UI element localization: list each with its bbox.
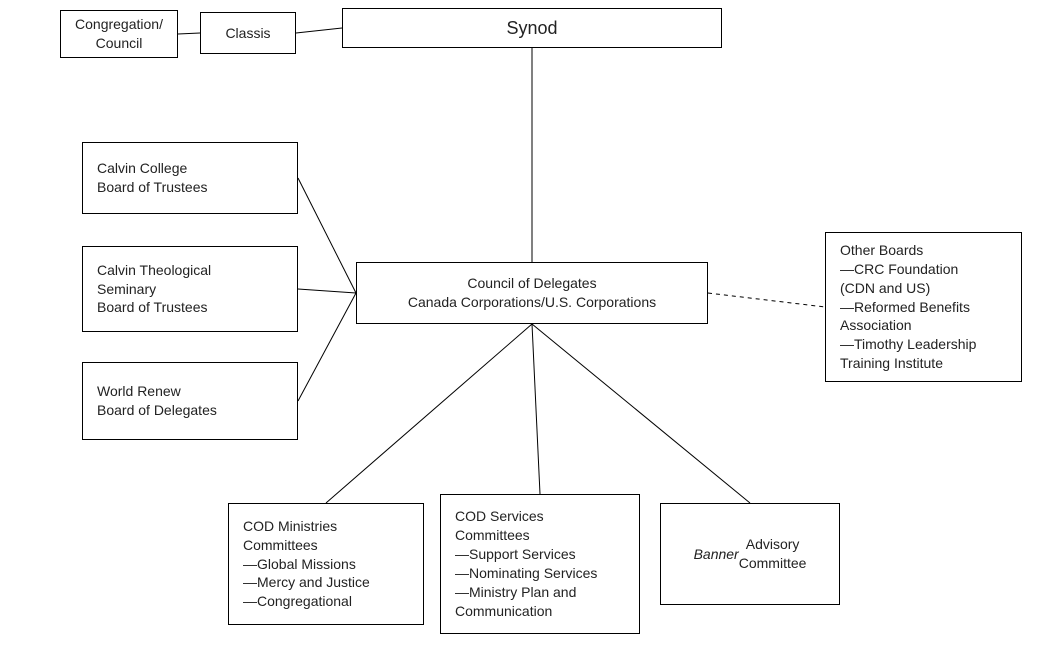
diagram-canvas: Congregation/ Council Classis Synod Calv… xyxy=(0,0,1050,656)
edge-congregation-to-classis xyxy=(178,33,200,34)
edge-council_delegates-to-other_boards xyxy=(708,293,825,307)
node-cod-ministries-committees: COD Ministries Committees —Global Missio… xyxy=(228,503,424,625)
edge-council_delegates-to-cod_services xyxy=(532,324,540,494)
node-other-boards: Other Boards —CRC Foundation (CDN and US… xyxy=(825,232,1022,382)
node-synod: Synod xyxy=(342,8,722,48)
node-banner-advisory-committee: Banner AdvisoryCommittee xyxy=(660,503,840,605)
node-congregation-council: Congregation/ Council xyxy=(60,10,178,58)
edge-calvin_college-to-council_delegates xyxy=(298,178,356,293)
edge-council_delegates-to-banner xyxy=(532,324,750,503)
node-world-renew: World Renew Board of Delegates xyxy=(82,362,298,440)
node-council-of-delegates: Council of Delegates Canada Corporations… xyxy=(356,262,708,324)
node-classis: Classis xyxy=(200,12,296,54)
node-cod-services-committees: COD Services Committees —Support Service… xyxy=(440,494,640,634)
node-calvin-seminary: Calvin Theological Seminary Board of Tru… xyxy=(82,246,298,332)
node-calvin-college: Calvin College Board of Trustees xyxy=(82,142,298,214)
edge-classis-to-synod xyxy=(296,28,342,33)
edge-calvin_seminary-to-council_delegates xyxy=(298,289,356,293)
edge-world_renew-to-council_delegates xyxy=(298,293,356,401)
edge-council_delegates-to-cod_ministries xyxy=(326,324,532,503)
